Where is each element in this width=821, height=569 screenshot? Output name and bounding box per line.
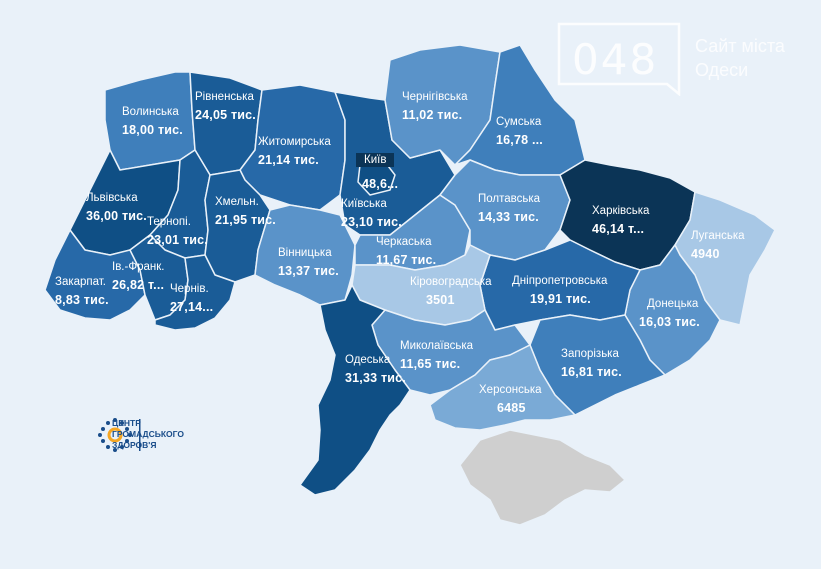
watermark-line2: Одеси [695,60,749,80]
label-ivanofrankivska: Ів.-Франк. 26,82 т... [112,261,165,292]
zaporizka-value: 16,81 тис. [561,364,622,379]
zhytomyrska-name: Житомирська [258,136,331,148]
region-khersonska[interactable] [429,344,576,431]
ivanofrankivska-value: 26,82 т... [112,277,165,292]
label-kharkivska: Харківська 46,14 т... [592,205,650,236]
odeska-name: Одеська [345,354,391,366]
region-crimea [459,429,626,526]
zaporizka-name: Запорізька [561,348,619,360]
chernihivska-value: 11,02 тис. [402,107,463,122]
dnipropetrovska-value: 19,91 тис. [530,291,591,306]
lvivska-name: Львівська [86,192,138,204]
label-chernivetska: Чернів. 27,14... [170,283,214,314]
luhanska-value: 4940 [691,246,720,261]
cherkaska-name: Черкаська [376,236,432,248]
label-dnipropetrovska: Дніпропетровська 19,91 тис. [512,275,608,306]
public-health-center-logo-icon [98,418,141,452]
poltavska-name: Полтавська [478,193,541,205]
zakarpatska-name: Закарпат. [55,276,106,288]
label-cherkaska: Черкаська 11,67 тис. [376,236,437,267]
zhytomyrska-value: 21,14 тис. [258,152,319,167]
volynska-name: Волинська [122,106,179,118]
ternopilska-name: Тернопі. [147,216,191,228]
logo-text: ЦЕНТР ГРОМАДСЬКОГО ЗДОРОВ'Я [112,418,184,451]
mykolaivska-name: Миколаївська [400,340,474,352]
label-ternopilska: Тернопі. 23,01 тис. [147,216,208,247]
khmelnytska-value: 21,95 тис. [215,212,276,227]
label-zhytomyrska: Житомирська 21,14 тис. [258,136,331,167]
label-donetska: Донецька 16,03 тис. [639,298,700,329]
label-kirovohradska: Кіровоградська 3501 [410,276,492,307]
chernivetska-name: Чернів. [170,283,209,295]
donetska-name: Донецька [647,298,699,310]
volynska-value: 18,00 тис. [122,122,183,137]
label-volynska: Волинська 18,00 тис. [122,106,183,137]
label-khersonska: Херсонська 6485 [479,384,542,415]
region-odeska[interactable] [299,284,411,496]
vinnytska-name: Вінницька [278,247,332,259]
kyiv-city-name: Київ [356,153,395,167]
cherkaska-value: 11,67 тис. [376,252,437,267]
label-luhanska: Луганська 4940 [691,230,745,261]
kharkivska-name: Харківська [592,205,650,217]
region-chernivetska[interactable] [154,254,236,331]
chernihivska-name: Чернігівська [402,91,468,103]
label-zakarpatska: Закарпат. 8,83 тис. [55,276,109,307]
rivnenska-value: 24,05 тис. [195,107,256,122]
watermark-speech-bubble [557,22,681,96]
logo-line1: ЦЕНТР [112,418,141,428]
kyiv-city-label: 48,6... [362,178,398,191]
watermark-number: 048 [572,35,659,84]
label-chernihivska: Чернігівська 11,02 тис. [402,91,468,122]
lvivska-value: 36,00 тис. [86,208,147,223]
kirovohradska-name: Кіровоградська [410,276,492,288]
kirovohradska-value: 3501 [426,292,455,307]
kyiv-city-value: 48,6... [362,177,399,191]
rivnenska-name: Рівненська [195,91,254,103]
kyivska-value: 23,10 тис. [341,214,402,229]
label-mykolaivska: Миколаївська 11,65 тис. [400,340,474,371]
odeska-value: 31,33 тис. [345,370,406,385]
label-odeska: Одеська 31,33 тис. [345,354,406,385]
sumska-name: Сумська [496,116,542,128]
label-zaporizka: Запорізька 16,81 тис. [561,348,622,379]
donetska-value: 16,03 тис. [639,314,700,329]
logo-line2: ГРОМАДСЬКОГО [112,429,184,439]
label-rivnenska: Рівненська 24,05 тис. [195,91,256,122]
label-khmelnytska: Хмельн. 21,95 тис. [215,196,276,227]
label-vinnytska: Вінницька 13,37 тис. [278,247,339,278]
label-lvivska: Львівська 36,00 тис. [86,192,147,223]
chernivetska-value: 27,14... [170,299,214,314]
khmelnytska-name: Хмельн. [215,196,259,208]
zakarpatska-value: 8,83 тис. [55,292,109,307]
khersonska-name: Херсонська [479,384,542,396]
ternopilska-value: 23,01 тис. [147,232,208,247]
kharkivska-value: 46,14 т... [592,221,645,236]
logo-line3: ЗДОРОВ'Я [112,440,157,450]
sumska-value: 16,78 ... [496,132,543,147]
kyivska-name: Київська [341,198,387,210]
ivanofrankivska-name: Ів.-Франк. [112,261,165,273]
luhanska-name: Луганська [691,230,745,242]
vinnytska-value: 13,37 тис. [278,263,339,278]
watermark-text: Сайт міста Одеси [695,34,785,82]
poltavska-value: 14,33 тис. [478,209,539,224]
label-kyivska: Київська 23,10 тис. [341,198,402,229]
mykolaivska-value: 11,65 тис. [400,356,461,371]
region-vinnytska[interactable] [254,204,356,306]
label-sumska: Сумська 16,78 ... [496,116,543,147]
khersonska-value: 6485 [497,400,526,415]
region-zakarpatska[interactable] [44,229,146,321]
dnipropetrovska-name: Дніпропетровська [512,275,608,287]
watermark-line1: Сайт міста [695,36,785,56]
label-poltavska: Полтавська 14,33 тис. [478,193,541,224]
